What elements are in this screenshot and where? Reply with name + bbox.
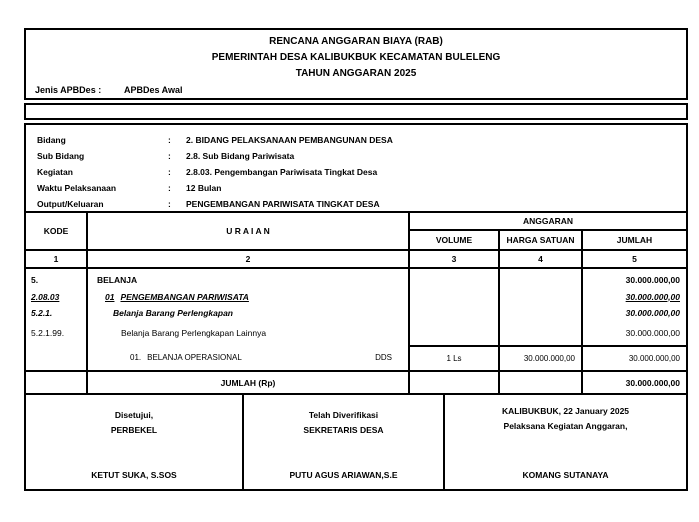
- column-header-volume: VOLUME: [410, 231, 500, 249]
- main-box: Bidang : 2. BIDANG PELAKSANAAN PEMBANGUN…: [24, 123, 688, 491]
- info-value: 2.8.03. Pengembangan Pariwisata Tingkat …: [186, 167, 378, 177]
- column-header-uraian: U R A I A N: [88, 213, 410, 249]
- signature-place-date: KALIBUKBUK, 22 January 2025: [501, 406, 630, 416]
- info-label: Kegiatan: [37, 167, 73, 177]
- kode-kegiatan: 2.08.03: [31, 291, 60, 302]
- government-name: PEMERINTAH DESA KALIBUKBUK KECAMATAN BUL…: [211, 52, 501, 63]
- detail-harga-satuan: 30.000.000,00: [500, 345, 583, 370]
- total-volume-empty: [410, 370, 500, 393]
- jumlah-jenis-belanja: 30.000.000,00: [625, 308, 680, 318]
- document-title: RENCANA ANGGARAN BIAYA (RAB): [269, 36, 443, 47]
- uraian-kegiatan-text: PENGEMBANGAN PARIWISATA: [120, 291, 249, 302]
- signature-role-line2: SEKRETARIS DESA: [303, 425, 384, 435]
- uraian-jenis-belanja: Belanja Barang Perlengkapan: [113, 308, 233, 318]
- uraian-objek-belanja: Belanja Barang Perlengkapan Lainnya: [121, 328, 267, 338]
- detail-uraian: 01. BELANJA OPERASIONAL DDS: [88, 345, 410, 370]
- total-harga-empty: [500, 370, 583, 393]
- info-label: Output/Keluaran: [37, 199, 104, 209]
- budget-table: KODE U R A I A N ANGGARAN VOLUME HARGA S…: [26, 213, 686, 393]
- signature-role-line2: PERBEKEL: [110, 425, 158, 435]
- detail-jumlah: 30.000.000,00: [583, 345, 686, 370]
- info-label: Sub Bidang: [37, 151, 85, 161]
- signature-executor: KALIBUKBUK, 22 January 2025 Pelaksana Ke…: [445, 395, 686, 489]
- signature-section: Disetujui, PERBEKEL KETUT SUKA, S.SOS Te…: [26, 393, 686, 489]
- detail-item-name: BELANJA OPERASIONAL: [147, 353, 242, 362]
- info-colon: :: [168, 183, 171, 193]
- signature-approver: Disetujui, PERBEKEL KETUT SUKA, S.SOS: [26, 395, 244, 489]
- signature-verifier: Telah Diverifikasi SEKRETARIS DESA PUTU …: [244, 395, 445, 489]
- column-number-5: 5: [583, 249, 686, 267]
- detail-item-number: 01.: [130, 353, 142, 362]
- jumlah-column: 30.000.000,00 30.000.000,00 30.000.000,0…: [583, 267, 686, 345]
- budget-year: TAHUN ANGGARAN 2025: [295, 68, 417, 79]
- info-value: 2.8. Sub Bidang Pariwisata: [186, 151, 295, 161]
- info-label: Waktu Pelaksanaan: [37, 183, 117, 193]
- signature-name: KOMANG SUTANAYA: [522, 470, 609, 480]
- info-value: PENGEMBANGAN PARIWISATA TINGKAT DESA: [186, 199, 380, 209]
- column-header-kode: KODE: [26, 213, 88, 249]
- detail-kode-empty: [26, 345, 88, 370]
- info-row-kegiatan: Kegiatan : 2.8.03. Pengembangan Pariwisa…: [26, 164, 686, 180]
- kode-column: 5. 2.08.03 5.2.1. 5.2.1.99.: [26, 267, 88, 345]
- column-number-1: 1: [26, 249, 88, 267]
- signature-role-line1: Disetujui,: [114, 410, 154, 420]
- info-label: Bidang: [37, 135, 66, 145]
- detail-volume: 1 Ls: [410, 345, 500, 370]
- total-kode-empty: [26, 370, 88, 393]
- kode-belanja: 5.: [31, 274, 39, 285]
- info-value: 2. BIDANG PELAKSANAAN PEMBANGUNAN DESA: [186, 135, 393, 145]
- detail-uraian-text: 01. BELANJA OPERASIONAL: [130, 353, 242, 362]
- detail-fund-source: DDS: [375, 353, 392, 362]
- harga-column-empty: [500, 267, 583, 345]
- signature-name: PUTU AGUS ARIAWAN,S.E: [289, 470, 398, 480]
- info-value: 12 Bulan: [186, 183, 222, 193]
- column-header-anggaran: ANGGARAN: [410, 213, 686, 231]
- kode-objek-belanja: 5.2.1.99.: [31, 328, 65, 338]
- jumlah-objek-belanja: 30.000.000,00: [625, 328, 680, 338]
- info-row-waktu: Waktu Pelaksanaan : 12 Bulan: [26, 180, 686, 196]
- column-header-harga-satuan: HARGA SATUAN: [500, 231, 583, 249]
- column-header-jumlah: JUMLAH: [616, 235, 653, 245]
- activity-info-section: Bidang : 2. BIDANG PELAKSANAAN PEMBANGUN…: [26, 125, 686, 213]
- apbdes-type-row: Jenis APBDes : APBDes Awal: [26, 85, 686, 95]
- column-number-3: 3: [410, 249, 500, 267]
- kode-jenis-belanja: 5.2.1.: [31, 308, 53, 318]
- column-number-4: 4: [500, 249, 583, 267]
- info-colon: :: [168, 151, 171, 161]
- uraian-kegiatan: 01 PENGEMBANGAN PARIWISATA: [88, 288, 408, 305]
- total-label: JUMLAH (Rp): [88, 370, 410, 393]
- info-colon: :: [168, 135, 171, 145]
- total-value: 30.000.000,00: [583, 370, 686, 393]
- info-row-bidang: Bidang : 2. BIDANG PELAKSANAAN PEMBANGUN…: [26, 132, 686, 148]
- title-box: RENCANA ANGGARAN BIAYA (RAB) PEMERINTAH …: [24, 28, 688, 100]
- signature-role-line2: Pelaksana Kegiatan Anggaran,: [503, 421, 628, 431]
- info-row-output: Output/Keluaran : PENGEMBANGAN PARIWISAT…: [26, 196, 686, 212]
- column-number-2: 2: [88, 249, 410, 267]
- uraian-belanja: BELANJA: [97, 274, 138, 285]
- info-row-sub-bidang: Sub Bidang : 2.8. Sub Bidang Pariwisata: [26, 148, 686, 164]
- jumlah-kegiatan: 30.000.000,00: [625, 291, 680, 302]
- info-colon: :: [168, 199, 171, 209]
- signature-name: KETUT SUKA, S.SOS: [91, 470, 177, 480]
- apbdes-type-value: APBDes Awal: [124, 85, 183, 95]
- info-colon: :: [168, 167, 171, 177]
- apbdes-type-label: Jenis APBDes :: [35, 85, 102, 95]
- signature-role-line1: Telah Diverifikasi: [308, 410, 379, 420]
- jumlah-belanja: 30.000.000,00: [625, 274, 680, 285]
- uraian-kegiatan-num: 01: [105, 291, 115, 302]
- volume-column-empty: [410, 267, 500, 345]
- spacer-box: [24, 103, 688, 120]
- uraian-column: BELANJA 01 PENGEMBANGAN PARIWISATA Belan…: [88, 267, 410, 345]
